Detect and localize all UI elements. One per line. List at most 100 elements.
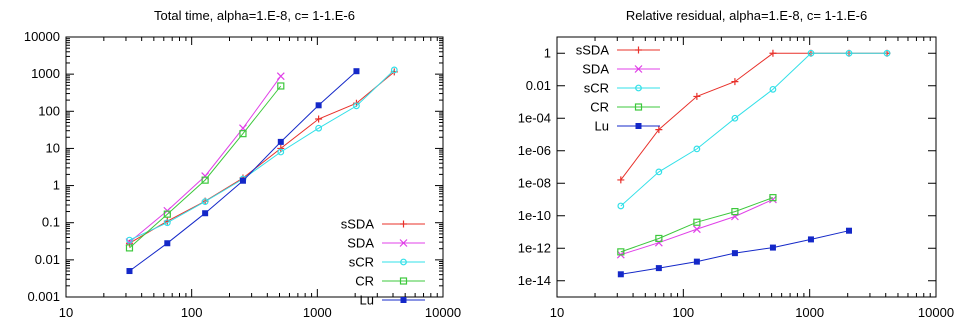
data-point — [769, 85, 777, 93]
x-tick-label: 1000 — [303, 305, 332, 320]
plot-frame — [556, 36, 937, 298]
series-line — [620, 52, 887, 207]
data-point — [655, 168, 663, 176]
data-point — [277, 138, 284, 145]
legend: sSDA SDA sCR CR Lu — [341, 217, 425, 308]
series-sda — [125, 72, 285, 247]
legend-marker — [635, 46, 642, 54]
data-point — [693, 218, 701, 226]
data-point — [617, 248, 625, 256]
data-point — [655, 234, 663, 243]
data-point — [201, 172, 210, 181]
y-tick-label: 1e-14 — [518, 273, 551, 288]
series-scr — [126, 66, 398, 244]
data-point — [315, 124, 323, 132]
data-point — [239, 130, 247, 138]
y-tick-label: 1e-08 — [518, 175, 551, 190]
total-time-chart: Total time, alpha=1.E-8, c= 1-1.E-610 100… — [24, 8, 461, 320]
chart-title: Relative residual, alpha=1.E-8, c= 1-1.E… — [626, 8, 867, 23]
data-point — [277, 82, 285, 90]
plot-frame — [65, 36, 444, 298]
legend-marker — [635, 84, 642, 92]
series-line — [620, 197, 774, 253]
data-point — [769, 49, 777, 57]
data-point — [655, 265, 662, 272]
data-point — [845, 49, 853, 57]
series-scr — [617, 49, 891, 210]
legend-label: SDA — [347, 236, 374, 251]
relative-residual-chart: Relative residual, alpha=1.E-8, c= 1-1.E… — [518, 8, 954, 320]
data-point — [654, 238, 663, 247]
chart-title: Total time, alpha=1.E-8, c= 1-1.E-6 — [154, 8, 355, 23]
data-point — [693, 258, 700, 265]
x-tick-label: 100 — [672, 305, 694, 320]
legend-label: sSDA — [341, 217, 375, 232]
x-tick-label: 10 — [550, 305, 564, 320]
series-ssda — [617, 49, 891, 184]
legend-marker — [635, 123, 642, 129]
y-tick-label: 10000 — [24, 29, 60, 44]
data-point — [239, 177, 246, 184]
data-point — [164, 240, 171, 247]
series-line — [129, 70, 357, 272]
legend-label: SDA — [582, 62, 609, 77]
series-line — [620, 52, 887, 181]
series-line — [129, 75, 282, 243]
data-point — [617, 176, 625, 184]
x-tick-label: 100 — [181, 305, 203, 320]
legend-label: Lu — [595, 119, 609, 134]
data-point — [315, 115, 323, 123]
data-point — [883, 49, 891, 57]
data-point — [693, 145, 701, 153]
legend-label: CR — [590, 100, 609, 115]
data-point — [807, 49, 815, 57]
data-point — [390, 66, 398, 74]
data-point — [126, 236, 133, 244]
y-tick-label: 100 — [38, 103, 60, 118]
legend-label: sSDA — [576, 43, 610, 58]
y-tick-label: 0.001 — [27, 289, 60, 304]
legend-marker — [634, 103, 643, 111]
data-point — [276, 72, 285, 81]
data-point — [731, 78, 739, 86]
data-point — [731, 250, 738, 257]
y-tick-label: 0.01 — [35, 252, 60, 267]
series-line — [620, 199, 774, 256]
legend-label: CR — [355, 274, 374, 289]
data-point — [202, 210, 209, 217]
legend-marker — [400, 258, 407, 266]
data-point — [692, 225, 701, 234]
x-tick-label: 10000 — [425, 305, 461, 320]
data-point — [693, 92, 701, 100]
legend: sSDA SDA sCR CR Lu — [576, 43, 660, 134]
data-point — [769, 195, 777, 204]
legend-label: Lu — [360, 293, 374, 308]
legend-marker — [400, 220, 407, 228]
y-tick-label: 1e-10 — [518, 208, 551, 223]
y-tick-label: 1e-12 — [518, 240, 551, 255]
data-point — [353, 68, 360, 75]
y-tick-label: 10 — [46, 140, 60, 155]
y-tick-label: 1 — [544, 45, 551, 60]
series-line — [129, 71, 395, 244]
series-lu — [617, 227, 852, 278]
data-point — [277, 148, 285, 156]
legend-marker — [634, 65, 643, 73]
series-line — [129, 69, 395, 241]
x-tick-label: 10 — [59, 305, 73, 320]
legend-label: sCR — [349, 255, 374, 270]
data-point — [617, 202, 625, 210]
y-tick-label: 1000 — [31, 66, 60, 81]
data-point — [655, 126, 663, 134]
data-point — [277, 144, 285, 152]
y-tick-label: 1e-06 — [518, 143, 551, 158]
y-tick-label: 0.1 — [42, 215, 60, 230]
series-cr — [617, 194, 777, 256]
data-point — [163, 210, 171, 218]
y-tick-label: 1e-04 — [518, 110, 551, 125]
data-point — [315, 102, 322, 109]
series-cr — [125, 82, 285, 252]
data-point — [201, 176, 209, 184]
x-tick-label: 10000 — [918, 305, 954, 320]
